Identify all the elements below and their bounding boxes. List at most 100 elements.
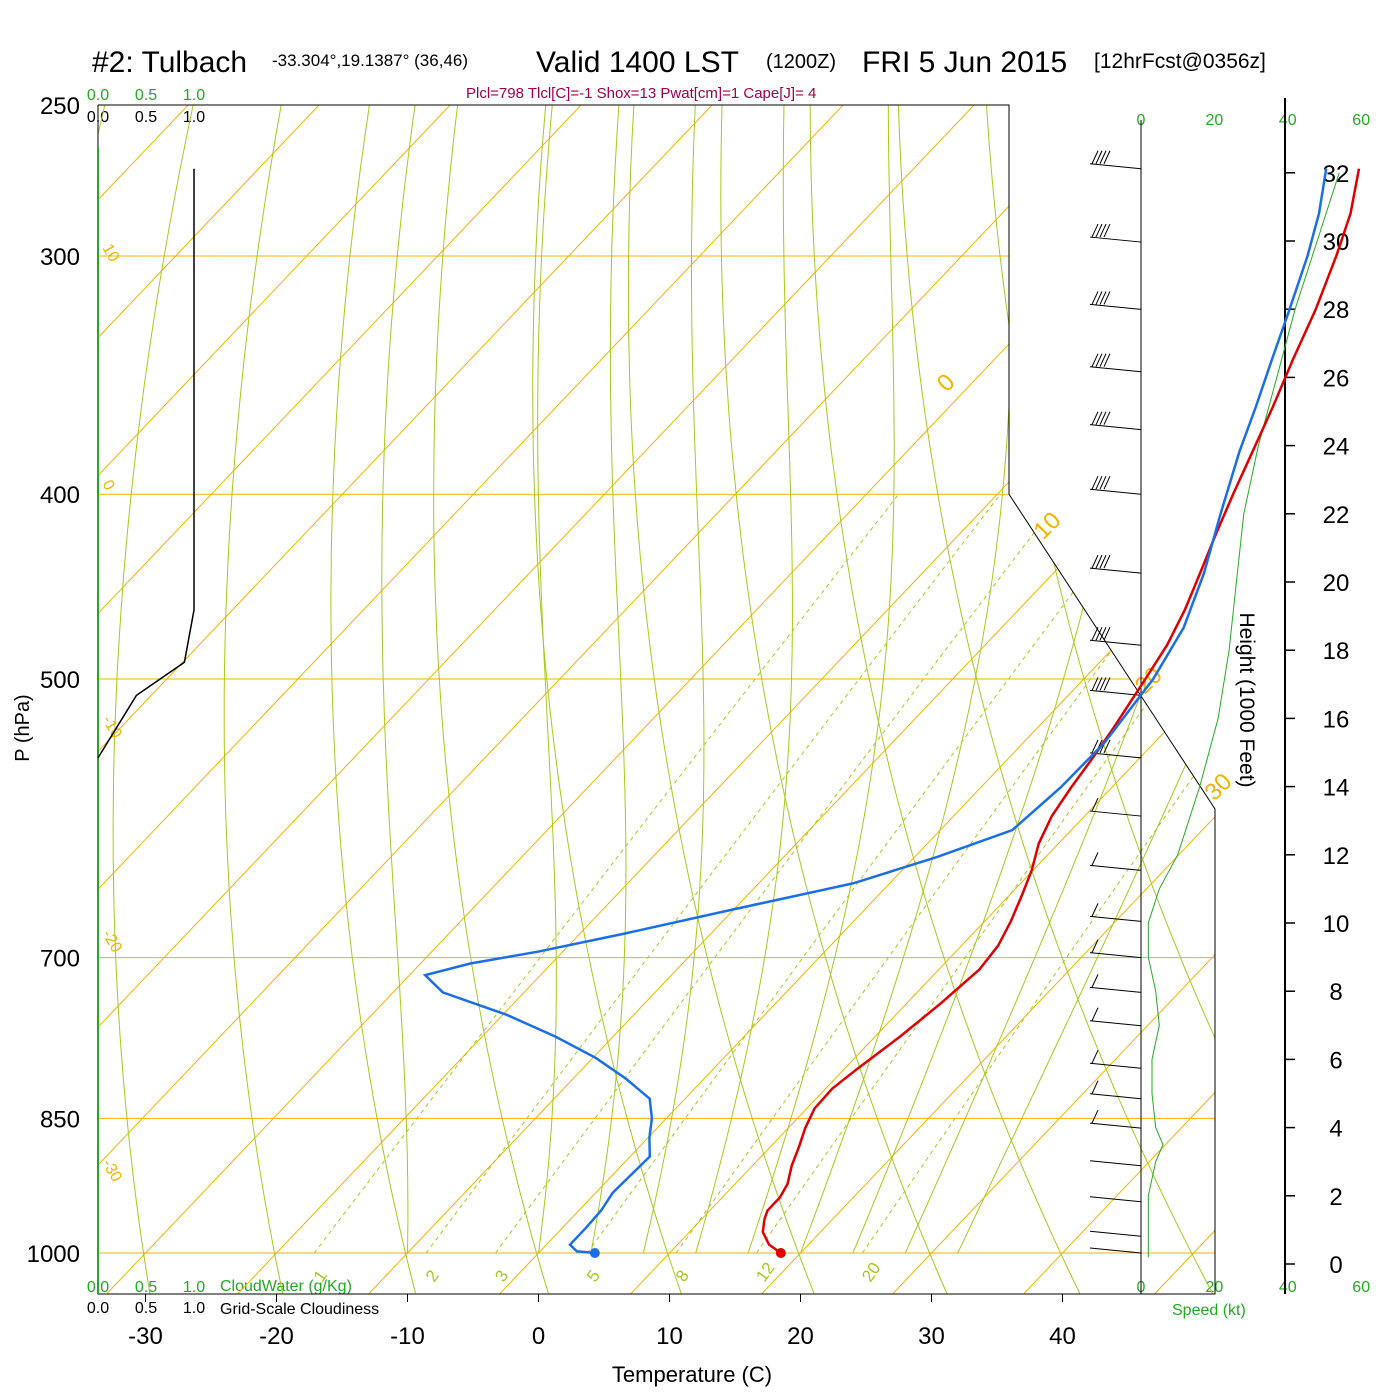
moist-adiabat	[747, 105, 895, 1254]
wind-barb-flag	[1095, 476, 1103, 490]
temperature-tick-label: 30	[918, 1323, 945, 1350]
wind-barb-staff	[1089, 639, 1142, 646]
wind-speed-profile	[1147, 172, 1340, 1258]
mixing-ratio-line	[756, 493, 1215, 1254]
cloud-scale-tick: 0.5	[135, 87, 157, 104]
height-tick-label: 28	[1323, 297, 1350, 324]
height-tick-label: 26	[1323, 365, 1350, 392]
height-tick-label: 10	[1323, 911, 1350, 938]
dry-adiabat	[896, 105, 1213, 1294]
mixing-ratio-line	[425, 493, 1001, 1254]
pressure-tick-label: 500	[40, 667, 80, 694]
dry-adiabat	[1158, 105, 1215, 1294]
mixing-ratio-label: 12	[752, 1259, 778, 1285]
wind-barb-flag	[1099, 626, 1107, 641]
wind-barb-flag	[1091, 626, 1099, 641]
isotherm-line	[98, 105, 352, 1294]
speed-tick-label: 20	[1206, 112, 1224, 129]
wind-barb-flag	[1091, 1050, 1099, 1064]
zulu-time: (1200Z)	[766, 51, 836, 73]
wind-barb-flag	[1091, 797, 1099, 812]
speed-tick-label: 60	[1352, 1279, 1370, 1296]
wind-barb-flag	[1091, 353, 1099, 367]
mixing-ratio-label: 3	[491, 1267, 512, 1286]
isotherm-line	[368, 105, 1215, 1294]
wind-barb-flag	[1095, 677, 1103, 691]
wind-barb-flag	[1099, 554, 1107, 569]
wind-barb-staff	[1089, 303, 1142, 310]
wind-barb-flag	[1103, 223, 1111, 238]
temperature-tick-label: 10	[656, 1323, 683, 1350]
isotherm-label: 10	[1028, 507, 1066, 545]
wind-barb-flag	[1091, 677, 1099, 691]
wind-barb-staff	[1089, 986, 1142, 993]
wind-barb-staff	[1089, 752, 1142, 759]
wind-barb-flag	[1103, 677, 1111, 691]
wind-barb-staff	[1089, 567, 1142, 574]
moist-adiabat	[381, 105, 416, 1254]
height-axis-title: Height (1000 Feet)	[1235, 612, 1258, 787]
mixing-ratio-label: 2	[422, 1267, 443, 1286]
pressure-tick-label: 400	[40, 482, 80, 509]
dry-adiabat	[330, 105, 416, 1294]
isotherm-line	[499, 105, 1215, 1294]
height-tick-label: 2	[1329, 1184, 1342, 1211]
dry-adiabat	[223, 105, 288, 1294]
wind-barb-staff	[1089, 1062, 1142, 1069]
cloudwater-label: CloudWater (g/Kg)	[220, 1278, 352, 1295]
height-tick-label: 8	[1329, 979, 1342, 1006]
cloud-scale-tick: 1.0	[183, 87, 205, 104]
wind-barb-staff	[1089, 424, 1142, 431]
speed-axis-label: Speed (kt)	[1172, 1302, 1246, 1319]
station-coords: -33.304°,19.1387° (36,46)	[272, 51, 468, 70]
wind-barb-flag	[1099, 677, 1107, 691]
height-tick-label: 0	[1329, 1252, 1342, 1279]
wind-barb-flag	[1103, 476, 1111, 490]
wind-barb-flag	[1091, 554, 1099, 569]
temperature-tick-label: 40	[1049, 1323, 1076, 1350]
speed-scale-bottom: 0 20 40 60	[1137, 1279, 1371, 1296]
plot-area: 1 2 3 5 8 12 200102030100-10-20-30250300400500…	[27, 93, 1361, 1350]
speed-tick-label: 40	[1279, 112, 1297, 129]
mixing-ratio-line	[861, 493, 1215, 1254]
clipped-grid	[98, 105, 1215, 1294]
wind-barb-flag	[1103, 150, 1111, 164]
cloud-scale-tick: 0.0	[87, 1300, 109, 1317]
pressure-tick-label: 700	[40, 946, 80, 973]
isotherm-line	[98, 105, 1007, 1294]
mixing-ratio-label: 20	[858, 1259, 884, 1285]
wind-barb-flag	[1095, 411, 1103, 425]
wind-barb-flag	[1099, 353, 1107, 367]
cloudiness-profile	[97, 168, 195, 759]
pressure-tick-label: 300	[40, 244, 80, 271]
wind-barb-staff	[1089, 689, 1142, 696]
wind-barb-flag	[1095, 554, 1103, 569]
isotherm-line	[1154, 105, 1215, 1294]
temperature-tick-label: -20	[259, 1323, 294, 1350]
cloud-scale-tick: 0.5	[135, 109, 157, 126]
wind-barb-flag	[1103, 554, 1111, 569]
cloudiness-label: Grid-Scale Cloudiness	[220, 1301, 379, 1318]
temperature-tick-label: -30	[128, 1323, 163, 1350]
mixing-ratio-line	[675, 493, 1215, 1254]
moist-adiabat	[800, 105, 1014, 1254]
dry-adiabat	[720, 105, 948, 1294]
mixing-ratio-label: 5	[583, 1267, 604, 1286]
pressure-tick-label: 1000	[27, 1241, 80, 1268]
wind-barb-flag	[1099, 476, 1107, 490]
surface-temperature-dot	[775, 1248, 786, 1258]
isotherm-label: 0	[932, 369, 961, 398]
height-tick-label: 16	[1323, 706, 1350, 733]
wind-barb-staff	[1089, 1247, 1142, 1254]
adiabat-label: -20	[99, 927, 125, 956]
height-tick-label: 30	[1323, 229, 1350, 256]
wind-barb-flag	[1095, 291, 1103, 305]
forecast-info: [12hrFcst@0356z]	[1094, 50, 1266, 73]
height-tick-label: 20	[1323, 570, 1350, 597]
cloud-scale-tick: 0.5	[135, 1300, 157, 1317]
dry-adiabat	[433, 105, 549, 1294]
speed-tick-label: 60	[1352, 112, 1370, 129]
wind-barb-flag	[1095, 150, 1103, 164]
dewpoint-trace	[422, 168, 1328, 1255]
isotherm-line	[761, 105, 1215, 1294]
